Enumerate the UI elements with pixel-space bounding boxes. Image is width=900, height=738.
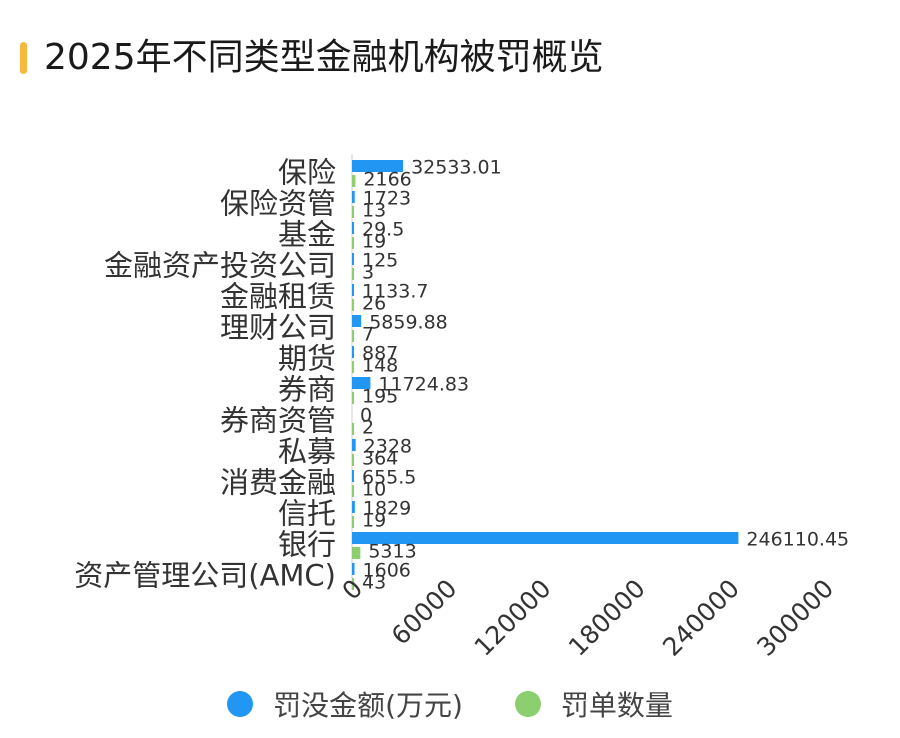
y-tick-label: 理财公司 [220,311,336,345]
bar-count [352,330,354,342]
y-tick-label: 期货 [278,342,336,376]
x-tick-label: 120000 [469,574,557,662]
bar-count [352,485,354,497]
data-label-amount: 29.5 [362,219,404,241]
x-tick-label: 60000 [386,574,463,651]
bar-amount [352,191,355,203]
legend-dot-count [514,691,541,717]
bar-amount [352,222,354,234]
y-tick-label: 银行 [278,528,336,562]
data-label-count: 2166 [363,169,411,191]
data-label-count: 195 [362,386,398,408]
data-label-amount: 655.5 [362,467,416,489]
data-label-amount: 32533.01 [411,157,502,179]
data-label-count: 7 [362,324,374,346]
legend-label-count: 罚单数量 [560,689,673,722]
bar-amount [352,439,356,451]
data-label-count: 26 [362,293,386,315]
y-tick-label: 私募 [278,435,336,469]
bar-amount [352,160,404,172]
chart-title: 2025年不同类型金融机构被罚概览 [44,37,604,78]
data-label-count: 19 [362,231,386,253]
y-tick-label: 保险 [278,156,336,190]
legend-dot-amount [227,691,254,717]
data-label-amount: 887 [362,343,398,365]
data-label-count: 148 [362,355,398,377]
data-label-amount: 125 [362,250,398,272]
chart-legend: 罚没金额(万元) 罚单数量 [0,684,900,724]
bar-count [352,516,354,528]
y-tick-label: 资产管理公司(AMC) [74,559,336,593]
y-tick-label: 金融资产投资公司 [104,249,336,283]
bar-amount [352,470,354,482]
data-label-count: 19 [362,510,386,532]
x-tick-label: 180000 [563,574,651,662]
x-tick-label: 300000 [751,574,839,662]
bar-count [352,237,354,249]
data-label-count: 43 [362,572,386,594]
y-tick-label: 金融租赁 [220,280,336,314]
legend-label-amount: 罚没金额(万元) [273,689,463,722]
data-label-count: 3 [362,262,374,284]
bar-count [352,423,354,435]
data-label-amount: 1829 [363,498,411,520]
data-label-count: 2 [362,417,374,439]
bar-count [352,268,354,280]
data-label-amount: 1133.7 [362,281,428,303]
bar-count [352,361,354,373]
y-tick-label: 保险资管 [220,187,336,221]
bar-count [352,299,354,311]
data-label-count: 5313 [368,541,416,563]
bar-amount [352,563,355,575]
bar-amount [352,377,371,389]
bar-amount [352,532,739,544]
data-label-amount: 246110.45 [746,529,849,551]
data-label-count: 13 [362,200,386,222]
x-tick-label: 240000 [657,574,745,662]
legend-item-count[interactable]: 罚单数量 [514,684,673,724]
title-accent-bar [20,42,27,74]
bar-amount [352,253,354,265]
bar-count [352,454,354,466]
y-tick-label: 信托 [278,497,336,531]
data-label-count: 364 [362,448,398,470]
y-tick-label: 券商 [278,373,336,407]
data-label-amount: 11724.83 [378,374,469,396]
y-tick-label: 基金 [278,218,336,252]
bar-count [352,578,354,590]
bar-amount [352,501,355,513]
bar-amount [352,315,362,327]
legend-item-amount[interactable]: 罚没金额(万元) [227,684,463,724]
bar-count [352,392,354,404]
bar-count [352,175,356,187]
bar-amount [352,284,354,296]
data-label-amount: 0 [360,405,372,427]
bar-count [352,547,361,559]
data-label-amount: 1723 [363,188,411,210]
y-tick-label: 券商资管 [220,404,336,438]
bar-amount [352,346,354,358]
y-tick-label: 消费金融 [220,466,336,500]
data-label-amount: 2328 [364,436,412,458]
data-label-amount: 5859.88 [369,312,448,334]
data-label-amount: 1606 [363,560,411,582]
data-label-count: 10 [362,479,386,501]
bar-count [352,206,354,218]
